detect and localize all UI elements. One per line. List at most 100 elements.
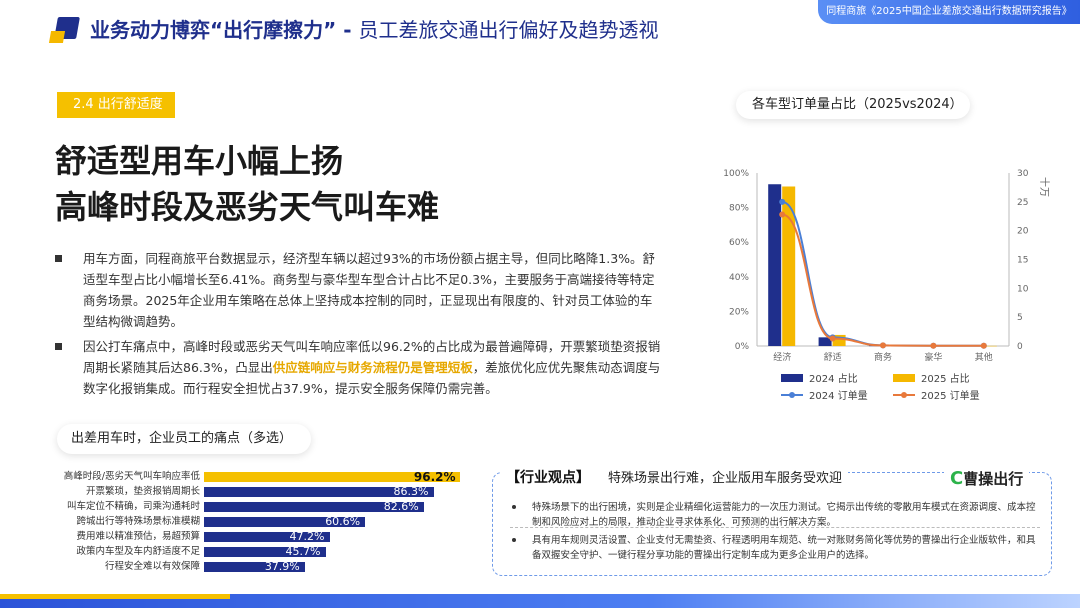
y-left-tick-label: 100% xyxy=(723,169,749,179)
y-right-tick-label: 0 xyxy=(1017,342,1023,352)
pain-point-row: 开票繁琐，垫资报销周期长 86.3% xyxy=(40,485,480,499)
pain-point-label: 跨城出行等特殊场景标准模糊 xyxy=(76,516,200,527)
pain-point-row: 高峰时段/恶劣天气叫车响应率低 96.2% xyxy=(40,470,480,484)
y-left-tick-label: 0% xyxy=(735,342,750,352)
section-tag: 2.4 出行舒适度 xyxy=(57,92,175,118)
bullet-text-post: ，差旅优化应优先聚焦动态调度与数字化报销集成。而行程安全担忧占37.9%，提示安… xyxy=(83,360,661,396)
pain-point-bar xyxy=(204,502,424,512)
pain-point-bar xyxy=(204,532,330,542)
pain-point-label: 政策内车型及车内舒适度不足 xyxy=(76,546,200,557)
series-point-1-2 xyxy=(880,342,886,349)
brand-logo: C曹操出行 xyxy=(944,466,1030,492)
pain-point-row: 费用难以精准预估，易超预算 47.2% xyxy=(40,530,480,544)
y-left-tick-label: 20% xyxy=(729,307,749,317)
x-tick-label: 舒适 xyxy=(824,351,842,363)
pain-point-bar xyxy=(204,562,305,572)
main-title-line1: 舒适型用车小幅上扬 xyxy=(55,142,344,180)
industry-view-key: 【行业观点】 xyxy=(506,470,590,486)
pain-points-chart: 高峰时段/恶劣天气叫车响应率低 96.2% 开票繁琐，垫资报销周期长 86.3% 叫车定… xyxy=(40,470,480,580)
series-line-0 xyxy=(781,200,984,347)
bar-舒适-1 xyxy=(832,334,846,346)
series-point-1-0 xyxy=(779,211,786,218)
legend-label: 2025 订单量 xyxy=(921,390,980,402)
series-point-1-1 xyxy=(829,335,836,342)
industry-view-text: 具有用车规则灵活设置、企业支付无需垫资、行程透明用车规范、统一对账财务简化等优势… xyxy=(532,535,1036,561)
pain-point-value: 47.2% xyxy=(289,530,325,543)
series-point-1-4 xyxy=(980,342,987,349)
divider xyxy=(510,527,1040,528)
legend-swatch-dot xyxy=(901,392,907,398)
industry-view-subtitle: 特殊场景出行难，企业版用车服务受欢迎 xyxy=(608,471,843,486)
industry-view-point: 具有用车规则灵活设置、企业支付无需垫资、行程透明用车规范、统一对账财务简化等优势… xyxy=(512,533,1042,563)
page-header: 业务动力博弈“出行摩擦力” - 员工差旅交通出行偏好及趋势透视 xyxy=(90,14,659,43)
bullet-text: 用车方面，同程商旅平台数据显示，经济型车辆以超过93%的市场份额占据主导，但同比… xyxy=(83,251,656,329)
main-title: 舒适型用车小幅上扬 高峰时段及恶劣天气叫车难 xyxy=(55,138,439,230)
bullet-dot-icon xyxy=(512,538,516,542)
pain-point-bar xyxy=(204,517,366,527)
legend-swatch xyxy=(893,374,915,382)
bullet-square-icon xyxy=(55,343,62,350)
brand-name: 曹操出行 xyxy=(963,470,1024,488)
y-left-tick-label: 60% xyxy=(729,238,749,248)
pain-point-value: 86.3% xyxy=(393,485,429,498)
bar-经济-1 xyxy=(782,186,796,346)
x-tick-label: 经济 xyxy=(773,351,791,363)
pain-point-row: 跨城出行等特殊场景标准模糊 60.6% xyxy=(40,515,480,529)
bottom-band xyxy=(0,594,1080,608)
y-right-tick-label: 25 xyxy=(1017,198,1028,208)
legend-label: 2024 订单量 xyxy=(809,390,868,402)
series-line-1 xyxy=(781,213,984,347)
y-left-tick-label: 40% xyxy=(729,273,749,283)
pain-point-label: 叫车定位不精确，司乘沟通耗时 xyxy=(66,501,200,512)
legend-label: 2025 占比 xyxy=(921,372,970,385)
y-right-tick-label: 5 xyxy=(1017,313,1023,323)
y-right-tick-label: 10 xyxy=(1017,284,1029,294)
bullet-highlight: 供应链响应与财务流程仍是管理短板 xyxy=(272,360,473,375)
pain-point-label: 高峰时段/恶劣天气叫车响应率低 xyxy=(63,471,200,482)
x-tick-label: 豪华 xyxy=(924,351,942,363)
industry-view-text: 特殊场景下的出行困境，实则是企业精细化运营能力的一次压力测试。它揭示出传统的零散… xyxy=(532,502,1036,528)
brand-c-icon: C xyxy=(950,468,964,489)
series-point-0-0 xyxy=(779,198,786,205)
x-tick-label: 其他 xyxy=(975,351,993,363)
y-left-tick-label: 80% xyxy=(729,204,749,214)
y-right-tick-label: 20 xyxy=(1017,227,1029,237)
industry-view-header: 【行业观点】 特殊场景出行难，企业版用车服务受欢迎 xyxy=(500,465,849,491)
series-point-1-3 xyxy=(930,342,937,349)
pain-point-value: 37.9% xyxy=(264,560,300,573)
pain-points-title: 出差用车时，企业员工的痛点（多选） xyxy=(57,424,311,454)
pain-point-label: 费用难以精准预估，易超预算 xyxy=(76,531,200,542)
pain-point-bar xyxy=(204,487,434,497)
pain-point-value: 60.6% xyxy=(325,515,361,528)
report-logo-icon xyxy=(48,17,80,43)
header-title-light: 员工差旅交通出行偏好及趋势透视 xyxy=(358,18,659,42)
main-title-line2: 高峰时段及恶劣天气叫车难 xyxy=(55,188,440,226)
bar-舒适-0 xyxy=(818,337,832,346)
legend-label: 2024 占比 xyxy=(809,372,858,385)
y-right-tick-label: 30 xyxy=(1017,169,1029,179)
bullet-text: 因公打车痛点中，高峰时段或恶劣天气叫车响应率低以96.2%的占比成为最普遍障碍，… xyxy=(83,336,663,399)
y-right-unit-label: 十万 xyxy=(1038,177,1051,197)
bullet-square-icon xyxy=(55,255,62,262)
header-title-bold: 业务动力博弈“出行摩擦力” - xyxy=(90,18,359,42)
pain-point-bar xyxy=(204,472,460,482)
x-tick-label: 商务 xyxy=(874,351,892,363)
pain-point-bar xyxy=(204,547,326,557)
pain-point-value: 96.2% xyxy=(413,470,456,484)
pain-point-row: 叫车定位不精确，司乘沟通耗时 82.6% xyxy=(40,500,480,514)
legend-swatch-dot xyxy=(789,392,795,398)
source-banner: 同程商旅《2025中国企业差旅交通出行数据研究报告》 xyxy=(818,0,1080,24)
vehicle-chart-title: 各车型订单量占比（2025vs2024） xyxy=(736,91,970,119)
y-right-tick-label: 15 xyxy=(1017,256,1028,266)
pain-point-label: 行程安全难以有效保障 xyxy=(104,561,200,572)
pain-point-row: 政策内车型及车内舒适度不足 45.7% xyxy=(40,545,480,559)
pain-point-value: 82.6% xyxy=(383,500,419,513)
industry-view-point: 特殊场景下的出行困境，实则是企业精细化运营能力的一次压力测试。它揭示出传统的零散… xyxy=(512,500,1042,530)
bar-经济-0 xyxy=(768,184,782,346)
pain-point-row: 行程安全难以有效保障 37.9% xyxy=(40,560,480,574)
pain-point-value: 45.7% xyxy=(285,545,321,558)
pain-point-label: 开票繁琐，垫资报销周期长 xyxy=(85,486,200,497)
bullet-text-pre: 因公打车痛点中，高峰时段或恶劣天气叫车响应率低以96.2%的占比成为最普遍障碍，… xyxy=(83,339,661,375)
legend-swatch xyxy=(781,374,803,382)
